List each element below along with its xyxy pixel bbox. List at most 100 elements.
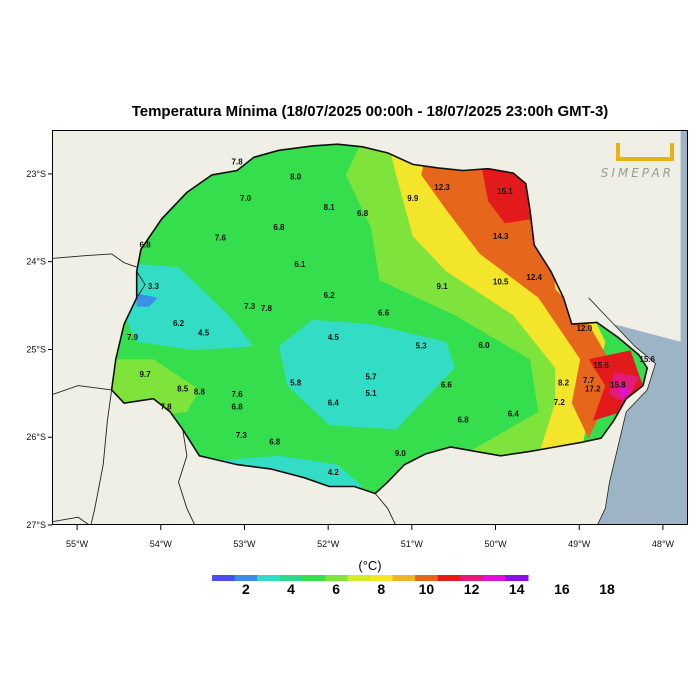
station-value: 7.3	[236, 431, 248, 440]
station-value: 5.7	[365, 372, 377, 381]
lon-tick-label: 54°W	[150, 539, 173, 549]
station-value: 7.6	[215, 234, 227, 243]
station-value: 6.1	[294, 260, 306, 269]
station-value: 15.5	[593, 361, 609, 370]
colorbar-segment	[279, 575, 303, 581]
station-value: 7.9	[127, 333, 139, 342]
station-value: 14.3	[493, 232, 509, 241]
station-value: 17.2	[585, 385, 601, 394]
station-value: 8.1	[324, 203, 336, 212]
station-value: 8.8	[194, 387, 206, 396]
station-value: 3.3	[148, 282, 160, 291]
station-value: 12.4	[526, 273, 542, 282]
colorbar-segment	[370, 575, 394, 581]
station-value: 4.5	[328, 333, 340, 342]
station-value: 6.4	[328, 399, 340, 408]
colorbar-segment	[212, 575, 236, 581]
colorbar-segment	[234, 575, 258, 581]
station-value: 7.0	[240, 194, 252, 203]
logo-mark-icon	[616, 143, 674, 161]
station-value: 15.8	[610, 380, 626, 389]
station-value: 5.1	[365, 389, 377, 398]
station-value: 4.2	[328, 468, 340, 477]
station-value: 6.6	[441, 380, 453, 389]
station-value: 9.7	[140, 370, 152, 379]
station-value: 7.8	[232, 157, 244, 166]
station-values: 9.47.88.07.08.16.89.912.315.16.87.66.814…	[127, 157, 656, 477]
logo-text: SIMEPAR	[600, 166, 674, 180]
colorbar-segment	[392, 575, 416, 581]
colorbar-tick-label: 14	[509, 581, 525, 597]
coastline	[588, 297, 656, 524]
station-value: 6.8	[140, 241, 152, 250]
station-value: 8.2	[558, 379, 570, 388]
station-value: 6.8	[273, 223, 285, 232]
contour-band	[278, 319, 455, 430]
contour-band	[421, 144, 614, 439]
station-value: 6.6	[378, 308, 390, 317]
lat-tick-label: 27°S	[26, 520, 46, 530]
colorbar-segment	[460, 575, 484, 581]
lat-tick-label: 25°S	[26, 344, 46, 354]
lon-tick-label: 49°W	[568, 539, 591, 549]
temperature-map: 9.47.88.07.08.16.89.912.315.16.87.66.814…	[53, 131, 687, 524]
station-value: 7.2	[554, 398, 566, 407]
temperature-contours	[111, 144, 648, 494]
station-value: 12.0	[577, 324, 593, 333]
colorbar-segment	[482, 575, 506, 581]
lon-tick-label: 55°W	[66, 539, 89, 549]
station-value: 9.9	[407, 194, 419, 203]
station-value: 6.2	[173, 319, 185, 328]
station-value: 7.8	[160, 402, 172, 411]
lon-tick-label: 51°W	[401, 539, 424, 549]
colorbar-tick-label: 8	[377, 581, 385, 597]
station-value: 6.4	[508, 409, 520, 418]
contour-band	[617, 385, 631, 399]
neighbor-borders	[53, 253, 396, 524]
colorbar-tick-label: 12	[464, 581, 480, 597]
simepar-logo: SIMEPAR	[601, 143, 674, 180]
station-value: 6.8	[458, 415, 470, 424]
colorbar-tick-label: 6	[332, 581, 340, 597]
station-value: 6.8	[269, 437, 281, 446]
colorbar: 2 4 6 8 10 12 14 16 18	[212, 575, 615, 597]
station-value: 15.6	[639, 355, 655, 364]
station-value: 10.5	[493, 278, 509, 287]
station-value: 9.1	[437, 282, 449, 291]
station-value: 5.8	[290, 379, 302, 388]
colorbar-segment	[347, 575, 371, 581]
station-value: 6.2	[324, 291, 336, 300]
station-value: 7.8	[261, 304, 273, 313]
station-value: 8.5	[177, 385, 189, 394]
colorbar-unit: (°C)	[358, 558, 382, 573]
station-value: 8.0	[290, 172, 302, 181]
colorbar-segment	[505, 575, 529, 581]
lat-tick-label: 24°S	[26, 257, 46, 267]
lat-tick-label: 23°S	[26, 169, 46, 179]
colorbar-segment	[324, 575, 348, 581]
colorbar-segment	[257, 575, 281, 581]
colorbar-segment	[437, 575, 461, 581]
colorbar-tick-label: 10	[419, 581, 435, 597]
station-value: 7.6	[232, 390, 244, 399]
map-panel: 9.47.88.07.08.16.89.912.315.16.87.66.814…	[52, 130, 688, 525]
contour-band	[345, 144, 589, 465]
map-title: Temperatura Mínima (18/07/2025 00:00h - …	[131, 103, 609, 120]
contour-band	[119, 262, 254, 351]
contour-band	[220, 455, 363, 491]
colorbar-tick-label: 16	[554, 581, 570, 597]
station-value: 6.8	[357, 209, 369, 218]
station-value: 6.8	[232, 402, 244, 411]
lon-tick-label: 53°W	[233, 539, 256, 549]
colorbar-tick-label: 18	[599, 581, 615, 597]
lon-tick-label: 50°W	[484, 539, 507, 549]
colorbar-tick-label: 2	[242, 581, 250, 597]
contour-band	[136, 293, 158, 307]
station-value: 5.3	[416, 342, 428, 351]
station-value: 12.3	[434, 183, 450, 192]
station-value: 15.1	[497, 187, 513, 196]
colorbar-segment	[415, 575, 439, 581]
station-value: 6.0	[478, 341, 490, 350]
colorbar-segment	[302, 575, 326, 581]
lon-tick-label: 48°W	[652, 539, 675, 549]
